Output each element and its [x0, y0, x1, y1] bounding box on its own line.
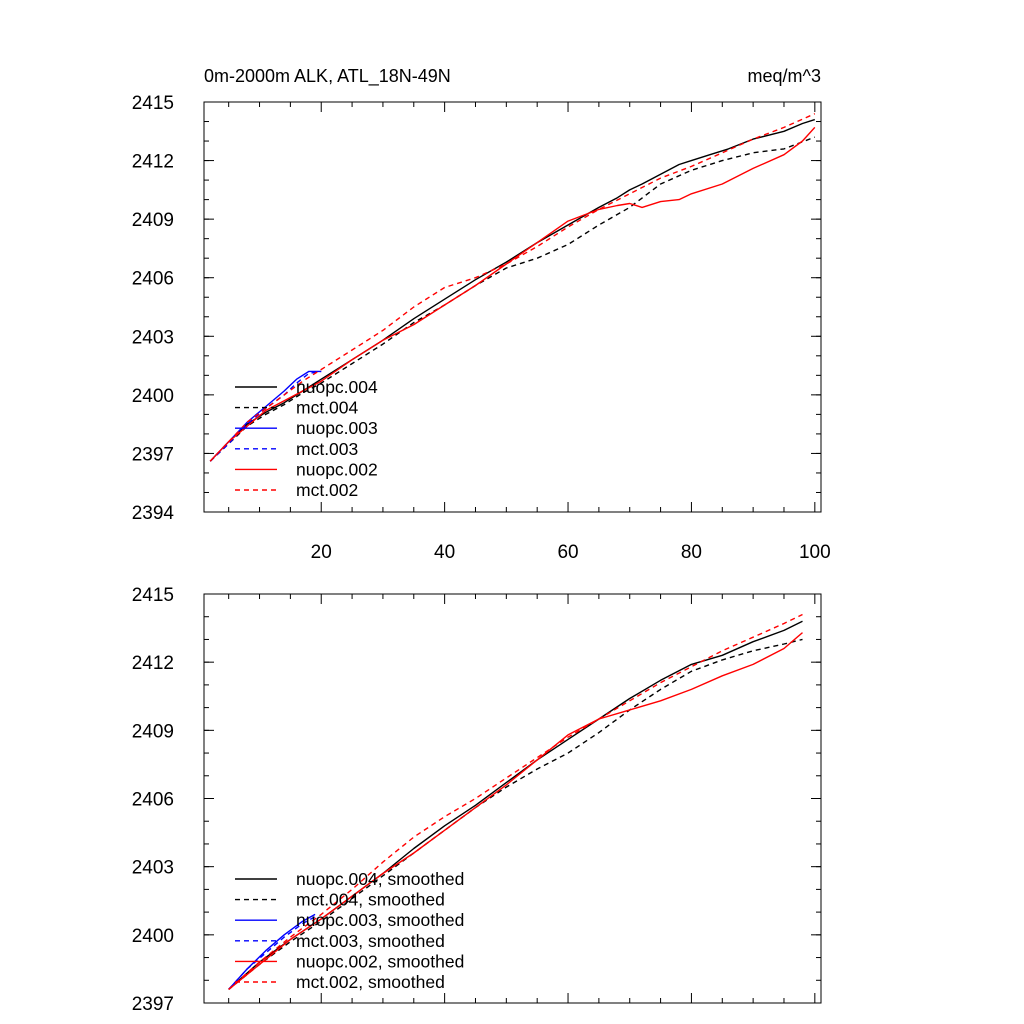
- legend-label: mct.004, smoothed: [296, 890, 445, 910]
- x-tick-label: 20: [311, 542, 332, 563]
- y-tick-label: 2406: [132, 790, 174, 811]
- y-tick-label: 2409: [132, 210, 174, 231]
- series-line-nuopc-002-smoothed: [228, 632, 803, 990]
- legend-label: nuopc.003: [296, 418, 378, 438]
- series-line-mct-003: [209, 370, 322, 462]
- y-tick-label: 2400: [132, 386, 174, 407]
- y-tick-label: 2406: [132, 269, 174, 290]
- y-tick-label: 2403: [132, 858, 174, 879]
- legend-label: mct.002: [296, 480, 358, 500]
- x-tick-label: 40: [434, 542, 455, 563]
- legend-label: mct.003: [296, 439, 358, 459]
- series-line-mct-002: [209, 113, 816, 462]
- y-tick-label: 2409: [132, 721, 174, 742]
- y-tick-label: 2412: [132, 653, 174, 674]
- legend-label: nuopc.002: [296, 459, 378, 479]
- legend-label: nuopc.004, smoothed: [296, 869, 464, 889]
- legend-label: mct.002, smoothed: [296, 972, 445, 992]
- y-tick-label: 2415: [132, 585, 174, 606]
- series-line-nuopc-004: [209, 118, 816, 462]
- raw-panel: 20 40 60 80 100 2394 2397 2400 2403 2406 2409 2412 2…: [132, 93, 831, 563]
- series-line-mct-003-smoothed: [228, 916, 316, 990]
- series-line-mct-004-smoothed: [228, 638, 803, 990]
- y-tick-label: 2403: [132, 327, 174, 348]
- series-line-nuopc-003-smoothed: [228, 913, 316, 990]
- y-tick-label: 2400: [132, 926, 174, 947]
- plot-frame: [203, 101, 822, 513]
- series-line-mct-002-smoothed: [228, 613, 803, 990]
- legend-label: nuopc.002, smoothed: [296, 951, 464, 971]
- legend-label: nuopc.004: [296, 377, 378, 397]
- x-tick-label: 80: [681, 542, 702, 563]
- units-label: meq/m^3: [748, 66, 821, 86]
- legend-label: mct.003, smoothed: [296, 931, 445, 951]
- y-tick-label: 2394: [132, 503, 175, 524]
- y-tick-label: 2412: [132, 152, 174, 173]
- y-tick-label: 2397: [132, 994, 174, 1015]
- series-line-nuopc-002: [209, 126, 816, 462]
- x-tick-label: 100: [799, 542, 831, 563]
- chart-title: 0m-2000m ALK, ATL_18N-49N: [204, 66, 451, 87]
- legend-label: mct.004: [296, 398, 359, 418]
- legend-label: nuopc.003, smoothed: [296, 910, 464, 930]
- x-tick-label: 60: [557, 542, 578, 563]
- y-tick-label: 2397: [132, 444, 174, 465]
- smoothed-panel: 2397 2400 2403 2406 2409 2412 2415 nuopc.004, s…: [132, 585, 822, 1015]
- y-tick-label: 2415: [132, 93, 174, 114]
